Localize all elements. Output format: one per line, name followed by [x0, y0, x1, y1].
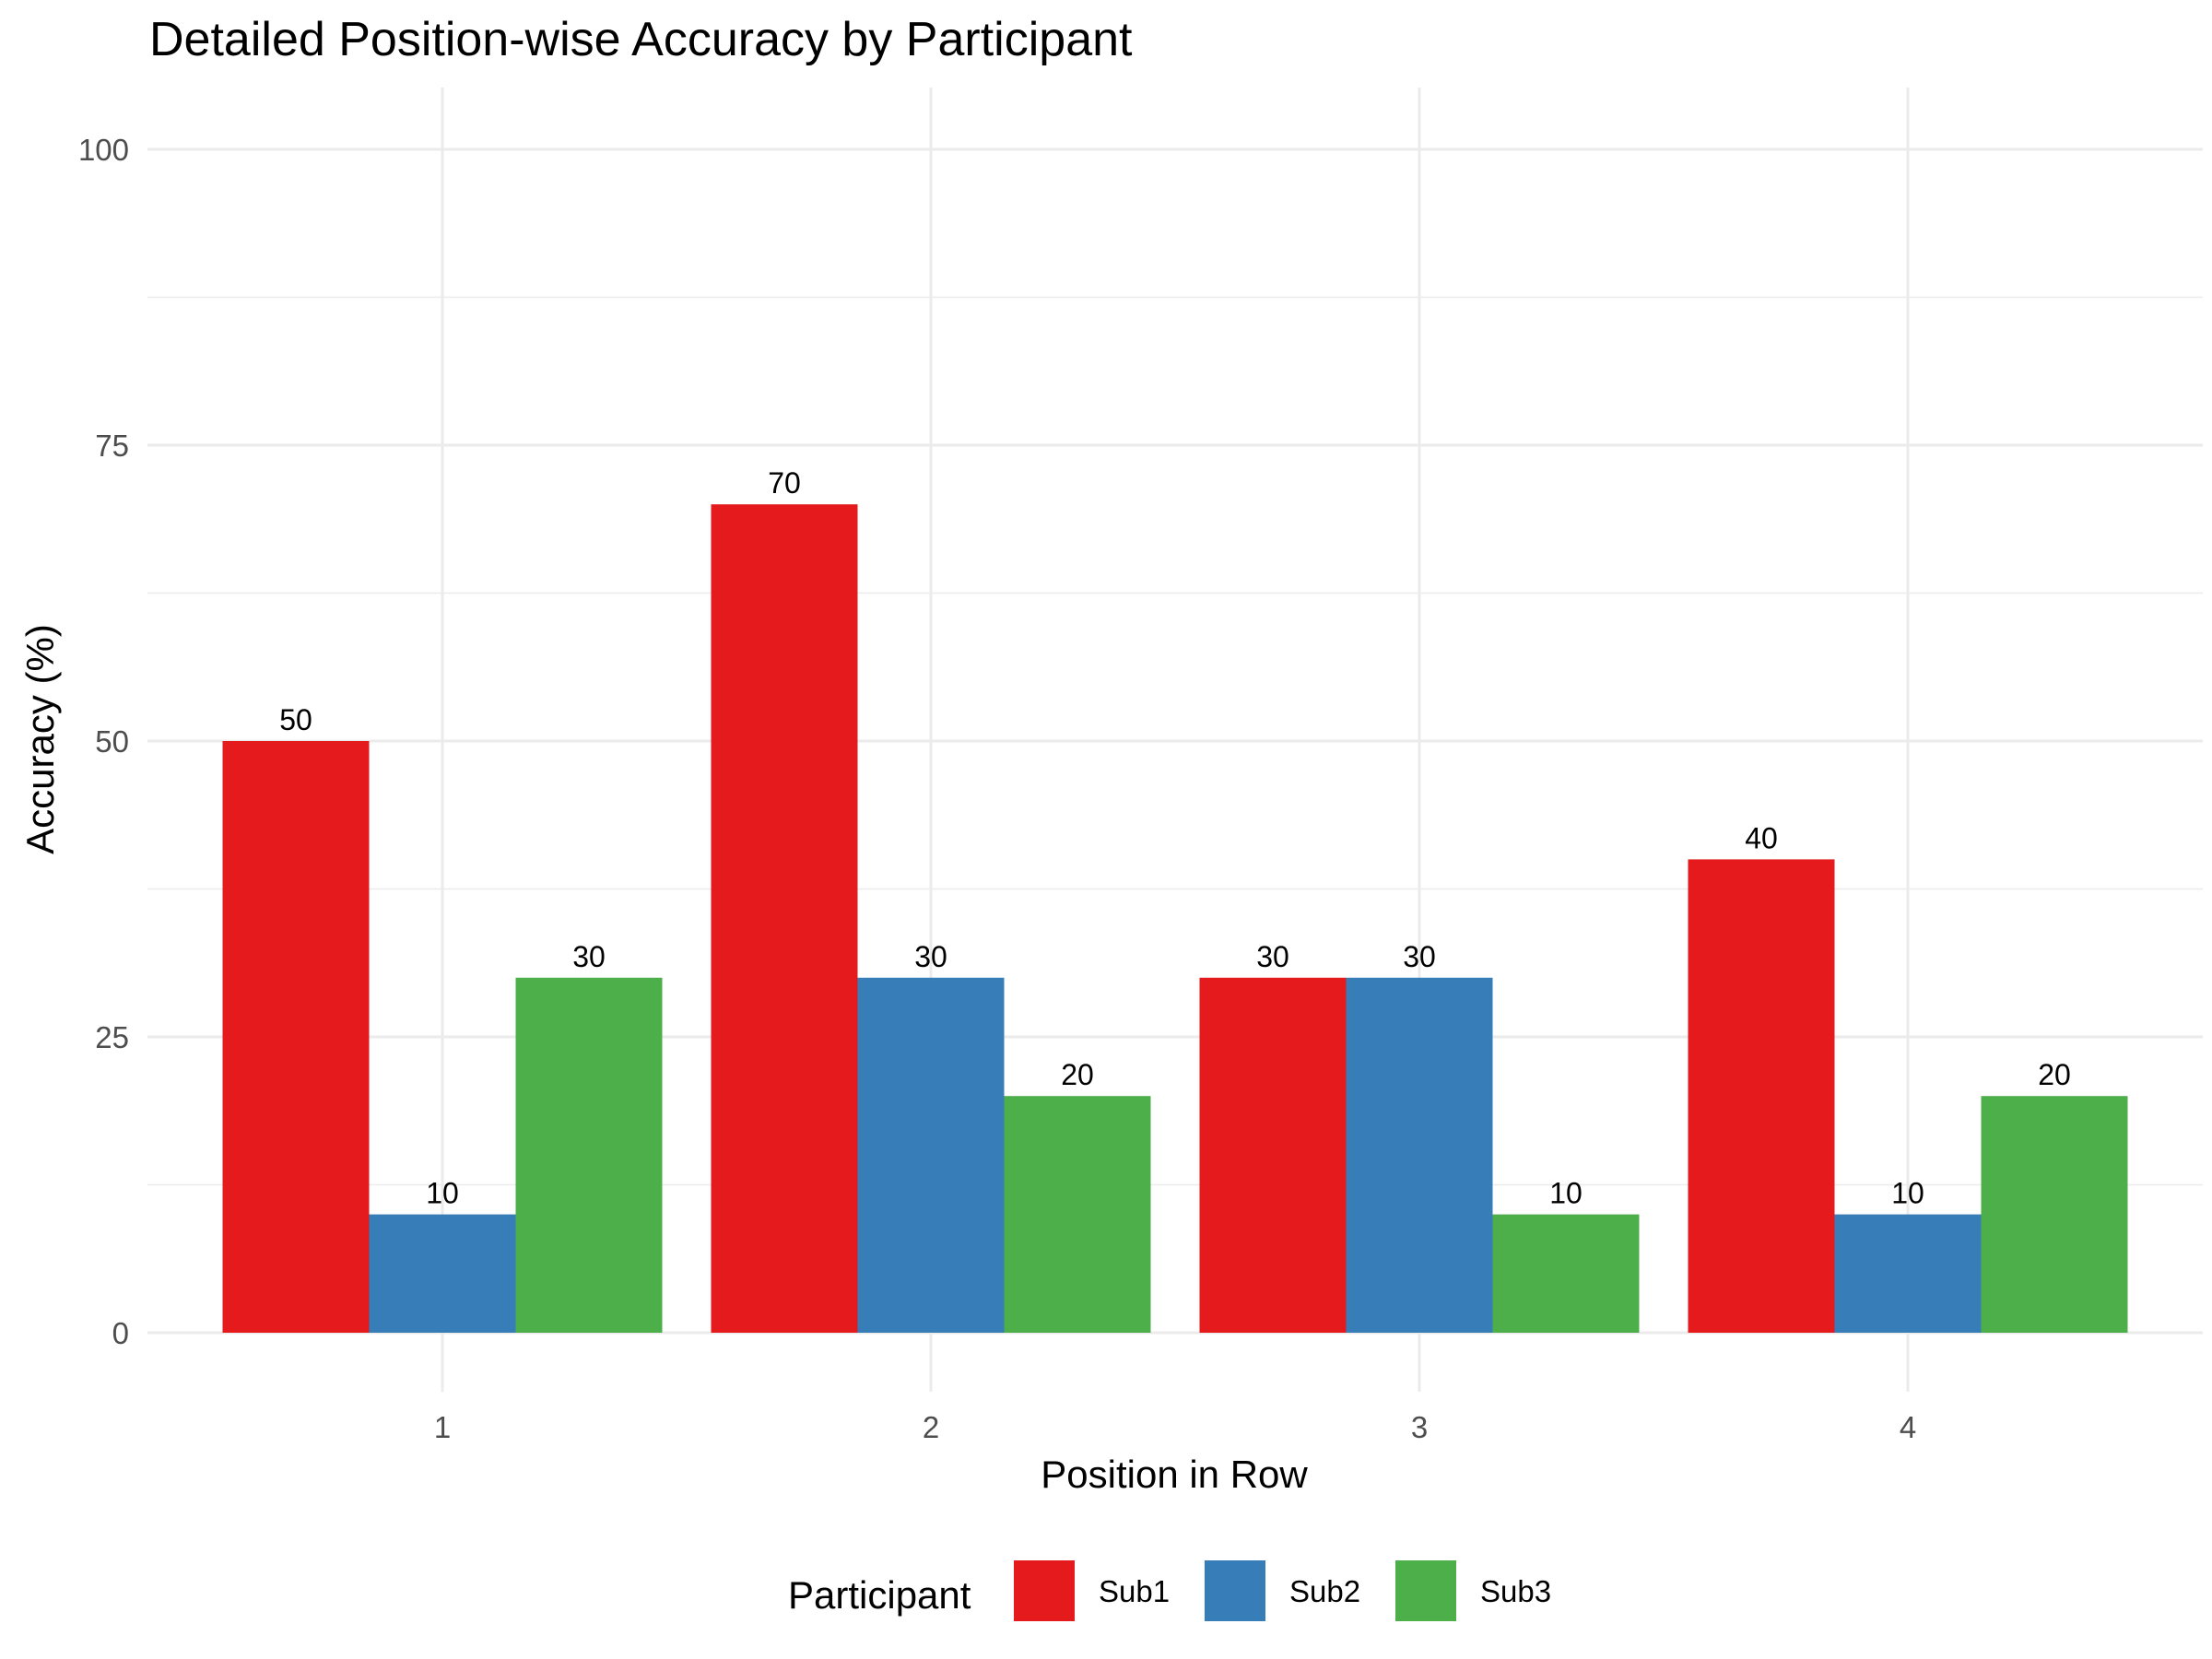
bar-value-label: 30	[1256, 940, 1289, 973]
bars	[222, 504, 2128, 1333]
bar-value-label: 10	[1891, 1177, 1924, 1210]
bar-sub1	[1688, 859, 1835, 1333]
legend-label-sub2: Sub2	[1289, 1574, 1360, 1608]
x-axis-title: Position in Row	[1041, 1453, 1308, 1496]
bar-value-label: 30	[572, 940, 606, 973]
bar-value-label: 30	[1403, 940, 1436, 973]
bar-value-label: 30	[914, 940, 947, 973]
bar-sub3	[1492, 1214, 1640, 1333]
legend-key-sub3	[1395, 1560, 1456, 1621]
x-tick-label: 4	[1900, 1410, 1916, 1444]
bar-value-label: 70	[768, 466, 801, 500]
y-axis-title: Accuracy (%)	[18, 624, 62, 854]
y-tick-label: 100	[78, 133, 129, 167]
legend-label-sub3: Sub3	[1480, 1574, 1551, 1608]
x-tick-label: 2	[923, 1410, 939, 1444]
bar-labels: 50 10 30 70 30 20 30 30 10 40 10 20	[279, 466, 2071, 1209]
x-tick-label: 1	[434, 1410, 451, 1444]
bar-sub1	[222, 741, 370, 1333]
legend-title: Participant	[788, 1573, 971, 1617]
bar-sub2	[857, 977, 1005, 1333]
bar-value-label: 20	[1061, 1058, 1094, 1091]
bar-value-label: 40	[1745, 821, 1778, 854]
legend-key-sub2	[1205, 1560, 1265, 1621]
y-tick-label: 50	[95, 724, 129, 759]
chart-title: Detailed Position-wise Accuracy by Parti…	[149, 13, 1133, 66]
bar-sub2	[369, 1214, 516, 1333]
y-tick-label: 25	[95, 1020, 129, 1054]
bar-value-label: 10	[426, 1177, 459, 1210]
legend-key-sub1	[1014, 1560, 1075, 1621]
legend-label-sub1: Sub1	[1099, 1574, 1170, 1608]
bar-sub3	[1981, 1096, 2128, 1333]
bar-value-label: 50	[279, 703, 312, 736]
bar-sub2	[1346, 977, 1493, 1333]
y-tick-label: 0	[112, 1316, 129, 1350]
x-axis-ticks: 1 2 3 4	[434, 1410, 1916, 1444]
legend: Participant Sub1 Sub2 Sub3	[788, 1560, 1551, 1621]
x-tick-label: 3	[1411, 1410, 1428, 1444]
bar-sub1	[1199, 977, 1347, 1333]
y-axis-ticks: 0 25 50 75 100	[78, 133, 129, 1350]
bar-sub2	[1834, 1214, 1982, 1333]
bar-sub1	[711, 504, 858, 1333]
bar-value-label: 10	[1549, 1177, 1583, 1210]
y-tick-label: 75	[95, 429, 129, 463]
bar-value-label: 20	[2038, 1058, 2071, 1091]
bar-sub3	[515, 977, 663, 1333]
bar-sub3	[1004, 1096, 1151, 1333]
